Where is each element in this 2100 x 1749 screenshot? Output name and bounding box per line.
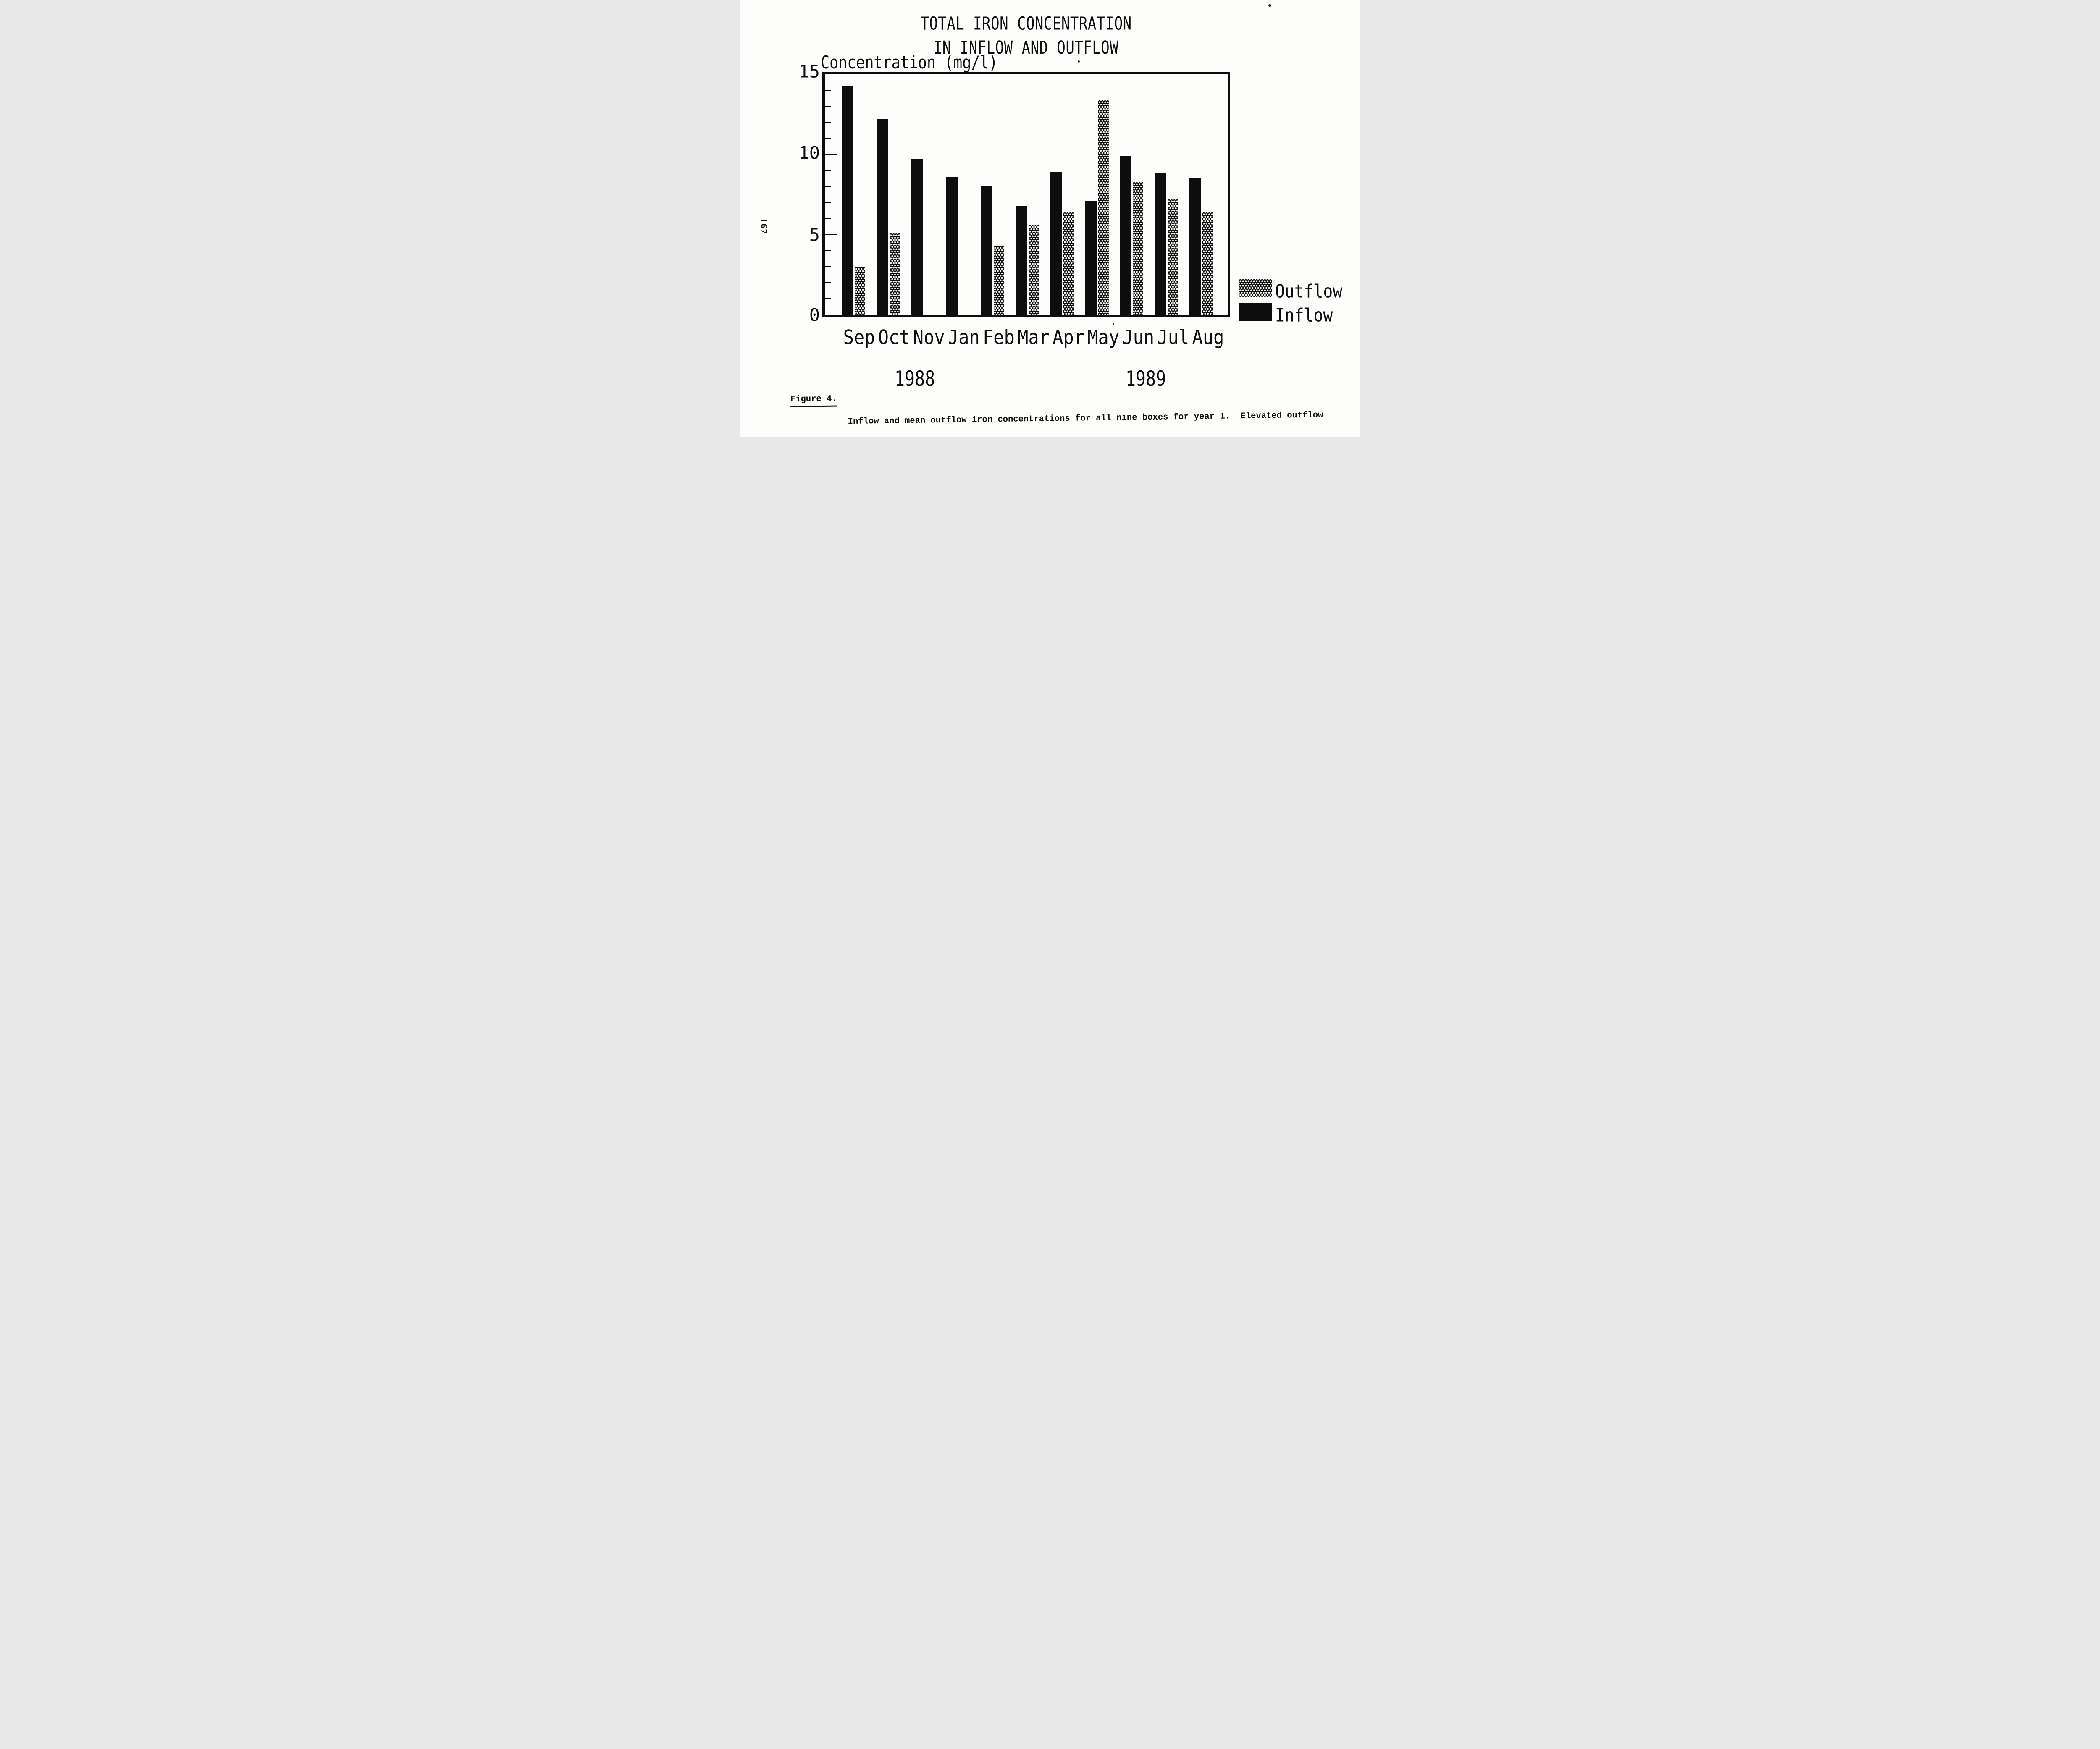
bar-inflow-jan xyxy=(946,177,958,315)
month-slot-feb xyxy=(975,74,1010,315)
y-tick-label-5: 5 xyxy=(809,224,820,245)
bar-inflow-jun xyxy=(1120,156,1131,315)
month-label-may: May xyxy=(1087,326,1120,349)
month-label-jun: Jun xyxy=(1122,326,1155,349)
figure-caption-line1: Inflow and mean outflow iron concentrati… xyxy=(848,410,1323,427)
y-minor-tick-1 xyxy=(825,298,831,299)
month-label-apr: Apr xyxy=(1053,326,1085,349)
figure-caption-tag: Figure 4. xyxy=(790,393,837,407)
bar-inflow-nov xyxy=(911,159,923,315)
y-minor-tick-8 xyxy=(825,186,831,187)
bar-outflow-may xyxy=(1098,100,1109,315)
bar-inflow-mar xyxy=(1016,205,1027,315)
bar-outflow-oct xyxy=(890,233,900,315)
y-major-tick-5 xyxy=(825,233,837,235)
y-tick-label-15: 15 xyxy=(798,61,820,82)
month-slot-jun xyxy=(1114,74,1149,315)
month-slot-nov xyxy=(906,74,940,315)
month-slot-jul xyxy=(1149,74,1184,315)
y-tick-label-0: 0 xyxy=(809,304,820,325)
y-minor-tick-7 xyxy=(825,202,831,203)
y-minor-tick-4 xyxy=(825,249,831,251)
x-axis-month-labels: Sep Oct Nov Jan Feb Mar Apr May Jun Jul Aug xyxy=(822,326,1230,349)
month-slot-mar xyxy=(1010,74,1045,315)
month-label-sep: Sep xyxy=(843,326,875,349)
y-minor-tick-2 xyxy=(825,282,831,283)
bar-outflow-jun xyxy=(1133,181,1144,315)
y-minor-tick-6 xyxy=(825,218,831,219)
figure-caption: Figure 4. Inflow and mean outflow iron c… xyxy=(790,386,1347,437)
month-slot-oct xyxy=(871,74,906,315)
year-label-1989: 1989 xyxy=(1125,367,1166,391)
chart-title-line2: IN INFLOW AND OUTFLOW xyxy=(933,37,1119,59)
bar-outflow-apr xyxy=(1063,212,1074,315)
bar-outflow-aug xyxy=(1202,212,1213,315)
bar-inflow-sep xyxy=(842,85,853,315)
month-label-nov: Nov xyxy=(913,326,945,349)
bar-inflow-aug xyxy=(1189,178,1201,315)
month-label-jul: Jul xyxy=(1157,326,1189,349)
month-label-oct: Oct xyxy=(878,326,910,349)
bar-outflow-feb xyxy=(994,246,1005,315)
y-major-tick-10 xyxy=(825,154,837,155)
scan-speck xyxy=(1078,60,1080,63)
plot-area xyxy=(822,72,1230,317)
bar-inflow-apr xyxy=(1050,172,1062,315)
bar-outflow-sep xyxy=(855,266,866,315)
month-slot-aug xyxy=(1184,74,1218,315)
month-label-mar: Mar xyxy=(1018,326,1050,349)
y-minor-tick-11 xyxy=(825,138,831,139)
y-minor-tick-13 xyxy=(825,105,831,107)
bars-row xyxy=(825,74,1228,315)
month-slot-apr xyxy=(1045,74,1079,315)
month-label-jan: Jan xyxy=(948,326,980,349)
month-slot-jan xyxy=(940,74,975,315)
year-label-1988: 1988 xyxy=(894,367,935,391)
month-label-feb: Feb xyxy=(982,326,1015,349)
page-number: 167 xyxy=(759,218,769,235)
bar-inflow-jul xyxy=(1154,173,1166,315)
legend-swatch-inflow xyxy=(1239,303,1272,321)
scanned-figure-page: 167 TOTAL IRON CONCENTRATION IN INFLOW A… xyxy=(740,0,1360,437)
y-minor-tick-12 xyxy=(825,121,831,123)
y-axis-label: Concentration (mg/l) xyxy=(821,53,998,73)
bar-inflow-feb xyxy=(981,186,992,315)
bar-inflow-oct xyxy=(877,119,888,315)
chart-title-line1: TOTAL IRON CONCENTRATION xyxy=(920,13,1132,34)
y-tick-label-10: 10 xyxy=(798,142,820,163)
legend-label-outflow: Outflow xyxy=(1275,281,1343,302)
month-label-aug: Aug xyxy=(1192,326,1224,349)
chart-title: TOTAL IRON CONCENTRATION IN INFLOW AND O… xyxy=(822,12,1230,60)
scan-speck xyxy=(1113,323,1114,325)
y-minor-tick-14 xyxy=(825,89,831,91)
month-slot-sep xyxy=(836,74,871,315)
bar-inflow-may xyxy=(1085,201,1097,315)
legend-swatch-outflow xyxy=(1239,279,1272,297)
y-minor-tick-3 xyxy=(825,266,831,267)
y-minor-tick-9 xyxy=(825,170,831,171)
month-slot-may xyxy=(1079,74,1114,315)
legend-label-inflow: Inflow xyxy=(1275,304,1333,326)
scan-speck xyxy=(1268,4,1271,7)
bar-outflow-mar xyxy=(1029,225,1040,315)
bar-outflow-jul xyxy=(1167,199,1178,315)
